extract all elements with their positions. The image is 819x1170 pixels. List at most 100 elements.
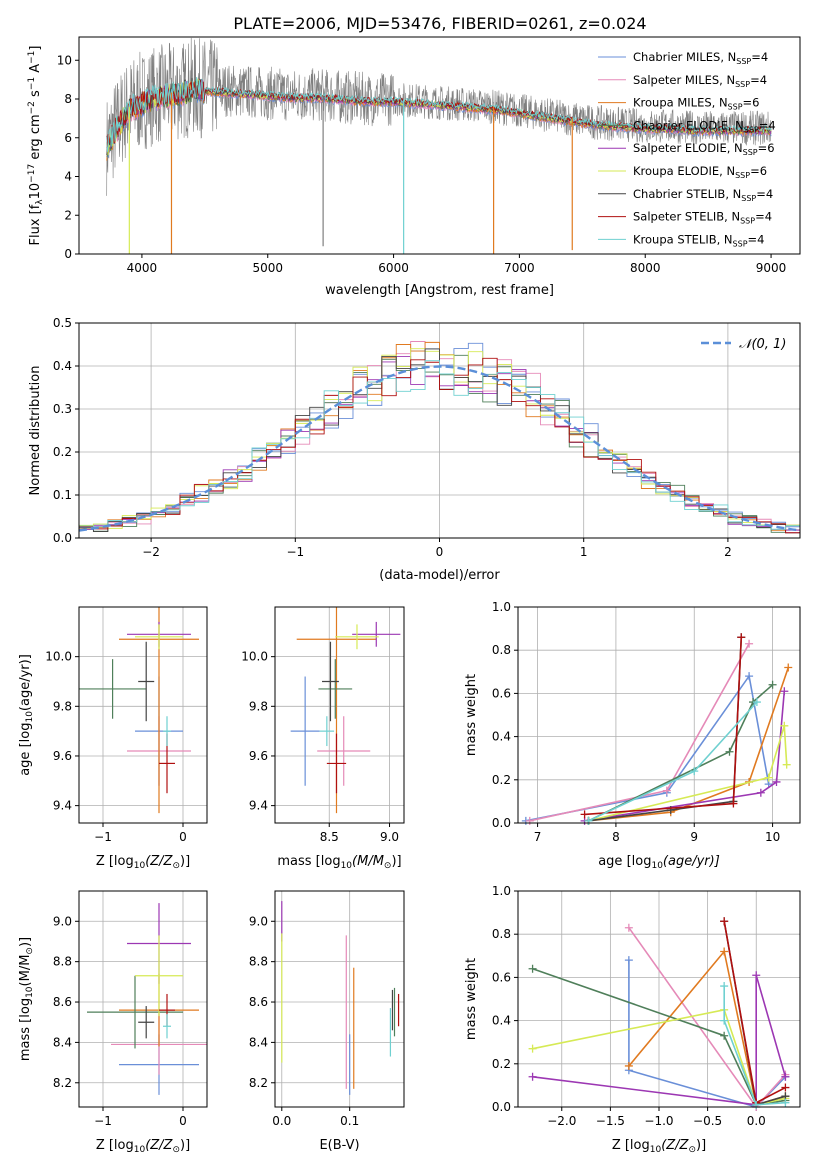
y-tick-label: 0.6 (492, 970, 511, 984)
x-tick-label: 10 (765, 830, 780, 844)
mass-vs-Z-y-label-part: mass [log (18, 998, 33, 1061)
gaussian-curve (78, 365, 801, 532)
weight-vs-age-x-label-part: (age/yr)] (663, 854, 720, 869)
gaussian-legend-label: 𝒩(0, 1) (739, 337, 786, 352)
weight-marker (781, 1072, 790, 1081)
weight-marker (745, 639, 754, 648)
axes-frame (78, 890, 208, 1108)
residuals-y-label: Normed distribution (28, 366, 43, 496)
age-vs-Z-panel: −1 09.49.69.810.0Z [log10(Z/Z⊙)]age [log1… (18, 606, 208, 871)
y-tick-label: 9.6 (53, 749, 72, 763)
mass-vs-Z-x-label-part: (Z/Z (145, 1138, 173, 1153)
age-vs-mass-x-label-part: )] (391, 854, 401, 869)
weight-marker (528, 1072, 537, 1081)
x-tick-label: 9.0 (380, 830, 399, 844)
axes-frame (517, 890, 801, 1108)
mass-vs-ebv-panel: 0.0 0.1 8.2 8.4 8.6 8.8 9.0 E(B-V) (249, 890, 405, 1153)
residuals-x-label: (data-model)/error (379, 568, 500, 583)
mass-vs-Z-panel: −1 08.28.48.68.89.0Z [log10(Z/Z⊙)]mass [l… (18, 890, 208, 1155)
y-tick-label: 0.2 (53, 445, 72, 459)
legend-label-sub: SSP (728, 103, 743, 112)
weight-line (723, 921, 786, 1106)
x-tick-label: 7 (534, 830, 542, 844)
y-tick-label: 4 (64, 170, 72, 184)
weight-line (588, 667, 790, 822)
age-vs-Z-y-label: age [log10(age/yr)] (18, 654, 35, 776)
weight-line (584, 637, 743, 816)
legend-label-suffix: =4 (759, 118, 776, 132)
x-tick-label: 9000 (756, 261, 787, 275)
weight-marker (720, 917, 729, 926)
spectrum-y-label-part: A (28, 64, 43, 77)
mass-vs-Z-y-label-part: ⊙ (25, 947, 35, 955)
y-tick-label: 8.6 (53, 995, 72, 1009)
residuals-panel: −2 −1 0 1 2 0.0 0.1 0.2 0.3 0.4 0.5 (data-model)/er… (28, 316, 801, 583)
legend-label-sub: SSP (743, 148, 758, 157)
legend-label-text: Chabrier STELIB, N (633, 187, 741, 201)
weight-marker (525, 816, 534, 825)
spectrum-y-label-part: Flux [f (28, 204, 43, 245)
age-vs-Z-x-label-part: ⊙ (172, 861, 180, 871)
legend-label-suffix: =4 (748, 232, 765, 246)
weight-marker (768, 680, 777, 689)
y-tick-label: 6 (64, 131, 72, 145)
y-tick-label: 9.0 (53, 914, 72, 928)
spectrum-y-label: Flux [fλ10−17 erg cm−2 s−1 A−1] (27, 46, 45, 246)
x-tick-label: −1.0 (644, 1114, 673, 1128)
legend-label-text: Kroupa MILES, N (633, 96, 728, 110)
legend-label: Chabrier MILES, NSSP=4 (633, 50, 768, 66)
legend-label-suffix: =4 (755, 210, 772, 224)
x-tick-label: 0 (436, 545, 444, 559)
x-tick-label: 8000 (630, 261, 661, 275)
y-tick-label: 0.8 (492, 643, 511, 657)
weight-line (628, 949, 786, 1106)
x-tick-label: 8 (612, 830, 620, 844)
age-vs-Z-x-label-part: (Z/Z (145, 854, 173, 869)
mass-vs-Z-x-label-part: 10 (134, 1145, 146, 1155)
y-tick-label: 0.2 (492, 1057, 511, 1071)
weight-marker (720, 947, 729, 956)
weight-marker (745, 672, 754, 681)
spectrum-x-label: wavelength [Angstrom, rest frame] (325, 283, 554, 298)
weight-vs-age-x-label-part: 10 (651, 861, 663, 871)
y-tick-label: 8.8 (249, 955, 268, 969)
x-tick-label: 0.0 (272, 1114, 291, 1128)
spectrum-y-label-part: −1 (27, 77, 37, 90)
x-tick-label: 6000 (378, 261, 409, 275)
y-tick-label: 0.4 (492, 1014, 511, 1028)
legend-label: Salpeter ELODIE, NSSP=6 (633, 141, 775, 157)
axes-frame (517, 606, 801, 824)
weight-line (588, 725, 788, 822)
y-tick-label: 0.3 (53, 402, 72, 416)
weight-marker (764, 773, 773, 782)
y-tick-label: 8 (64, 92, 72, 106)
weight-marker (784, 663, 793, 672)
weight-line (588, 684, 774, 822)
age-vs-Z-y-label-part: 10 (25, 711, 35, 723)
weight-vs-Z-panel: −2.0 −1.5 −1.0 −0.5 0.0 0.0 0.2 0.4 0.6 0.8 1.0 mas… (464, 884, 801, 1155)
y-tick-label: 9.8 (53, 699, 72, 713)
age-vs-Z-y-label-part: age [log (18, 723, 33, 776)
legend-label-sub: SSP (736, 57, 751, 66)
legend-label-text: Salpeter ELODIE, N (633, 141, 743, 155)
legend-label-suffix: =6 (758, 141, 775, 155)
spectrum-y-label-part: −17 (27, 164, 37, 183)
x-tick-label: 1 (580, 545, 588, 559)
legend-label-text: Kroupa ELODIE, N (633, 164, 735, 178)
weight-marker (528, 964, 537, 973)
x-tick-label: 5000 (252, 261, 283, 275)
spectrum-y-label-part: −2 (27, 101, 37, 114)
legend-label-text: Salpeter MILES, N (633, 73, 735, 87)
mass-vs-Z-y-label-part: )] (18, 937, 33, 947)
legend-label-text: Chabrier ELODIE, N (633, 118, 744, 132)
legend-label-text: Chabrier MILES, N (633, 50, 736, 64)
y-tick-label: 8.8 (53, 955, 72, 969)
spectrum-y-label-part: λ (35, 199, 45, 205)
y-tick-label: 8.6 (249, 995, 268, 1009)
mass-vs-ebv-x-label: E(B-V) (319, 1138, 359, 1153)
y-tick-label: 0 (64, 247, 72, 261)
legend-label: Salpeter STELIB, NSSP=4 (633, 210, 772, 226)
y-tick-label: 0.4 (53, 359, 72, 373)
x-tick-label: 0.0 (747, 1114, 766, 1128)
